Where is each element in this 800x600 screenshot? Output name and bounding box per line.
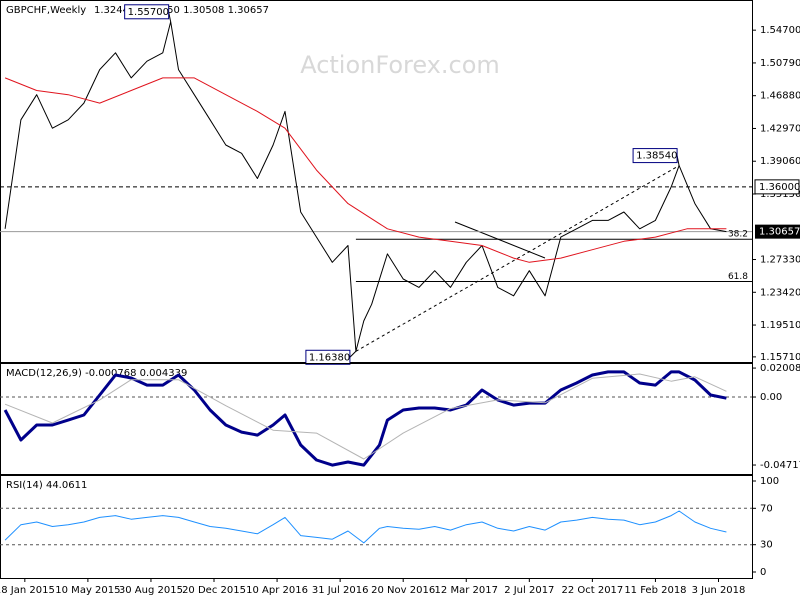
y-tick-label: 0.00: [760, 392, 782, 403]
panel-title: RSI(14) 44.0611: [6, 480, 87, 491]
panel-title: MACD(12,26,9) -0.000768 0.004339: [6, 368, 187, 379]
y-tick-label: 0: [760, 567, 766, 578]
series-line: [4, 21, 727, 352]
fib-label: 61.8: [728, 272, 748, 282]
annotation-box: [632, 148, 678, 164]
annotation-label: 1.16380: [309, 352, 350, 363]
x-tick-label: 3 Jun 2018: [692, 585, 746, 596]
x-tick-label: 22 Oct 2017: [561, 585, 623, 596]
panel-frame: [0, 363, 753, 475]
y-tick-label: 1.39060: [760, 156, 800, 167]
series-line: [4, 510, 727, 544]
y-tick-label: 70: [760, 503, 773, 514]
current-label: 1.30657: [759, 227, 800, 238]
x-tick-label: 20 Nov 2016: [371, 585, 435, 596]
annotation-label: 1.38540: [636, 151, 677, 162]
series-line: [4, 77, 727, 263]
y-tick-label: 1.19510: [760, 320, 800, 331]
x-tick-label: 31 Jul 2016: [312, 585, 369, 596]
annotation-marker: [349, 350, 357, 358]
y-tick-label: 1.50790: [760, 58, 800, 69]
y-tick-label: 30: [760, 540, 773, 551]
x-tick-label: 11 Feb 2018: [624, 585, 686, 596]
x-tick-label: 10 Apr 2016: [246, 585, 308, 596]
x-tick-label: 2 Jul 2017: [504, 585, 554, 596]
annotation-box: [124, 4, 170, 20]
ohlc: 1.32446 1.32650 1.30508 1.30657: [94, 5, 269, 16]
x-tick-label: 12 Mar 2017: [435, 585, 498, 596]
series-line: [4, 373, 727, 460]
symbol: GBPCHF,Weekly: [6, 5, 86, 16]
current-box: [755, 224, 800, 239]
x-tick-label: 20 Dec 2015: [182, 585, 246, 596]
series-line: [3, 370, 727, 467]
y-tick-label: 0.020082: [760, 363, 800, 374]
y-tick-label: -0.047175: [760, 460, 800, 471]
trend-line: [454, 221, 546, 259]
annotation-label: 1.55700: [128, 7, 169, 18]
x-tick-label: 30 Aug 2015: [119, 585, 183, 596]
y-tick-label: 1.54700: [760, 25, 800, 36]
panel-frame: [0, 0, 753, 363]
annotation-box: [305, 349, 351, 365]
panel-frame: [0, 475, 753, 579]
y-tick-label: 1.46880: [760, 91, 800, 102]
y-tick-label: 1.42970: [760, 123, 800, 134]
level-label: 1.36000: [759, 182, 800, 193]
level-box: [754, 179, 800, 195]
y-tick-label: 1.27330: [760, 255, 800, 266]
y-tick-label: 1.23420: [760, 287, 800, 298]
y-tick-label: 1.15710: [760, 352, 800, 363]
y-tick-label: 100: [760, 476, 779, 487]
trend-line: [355, 165, 680, 352]
watermark: ActionForex.com: [300, 51, 500, 79]
x-tick-label: 10 May 2015: [55, 585, 120, 596]
fib-label: 38.2: [728, 230, 748, 240]
y-tick-label: 1.35150: [760, 189, 800, 200]
x-tick-label: 18 Jan 2015: [0, 585, 55, 596]
